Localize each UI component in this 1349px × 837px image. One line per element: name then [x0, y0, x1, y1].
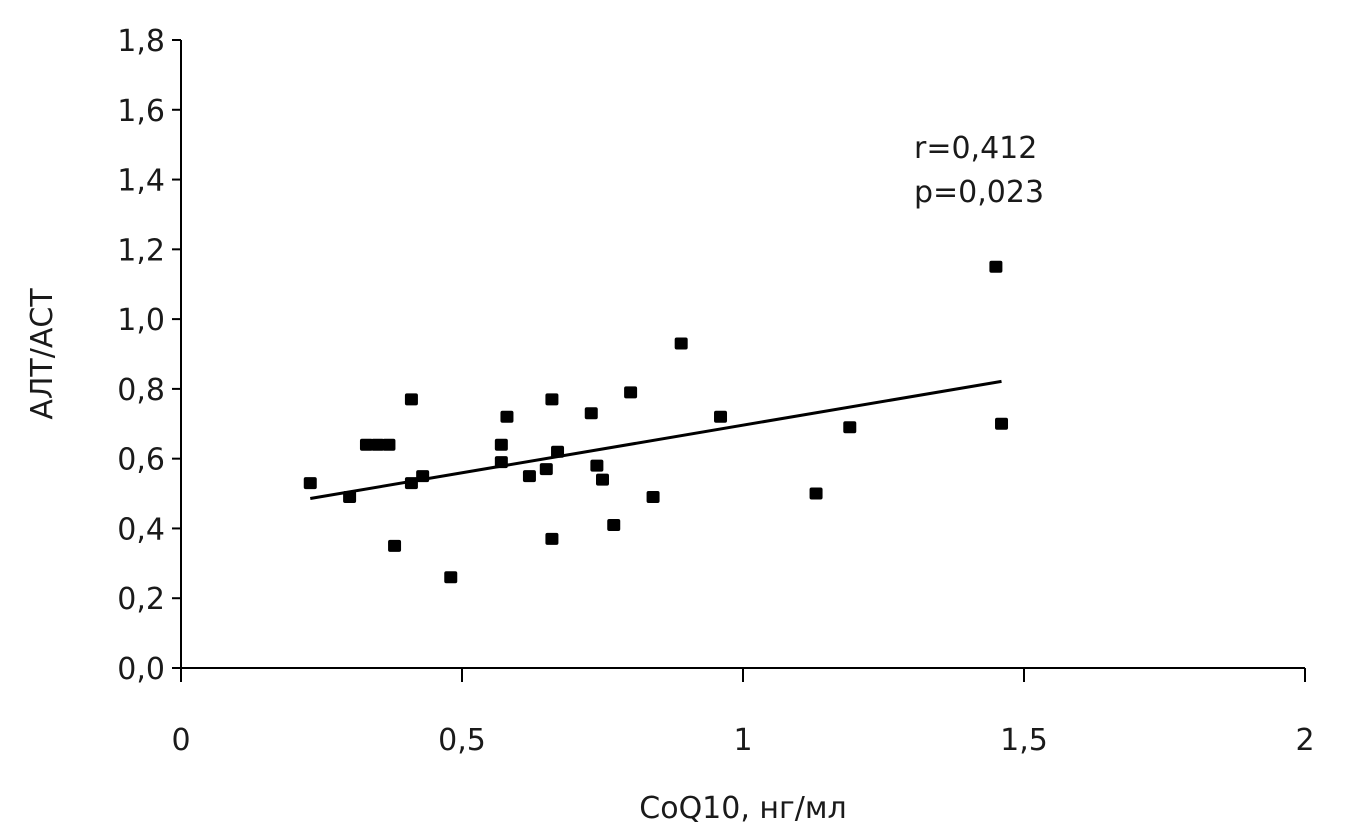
y-tick-label: 0,2: [117, 582, 165, 617]
x-tick-label: 2: [1295, 723, 1314, 758]
data-point: [607, 518, 621, 531]
annotation-r: r=0,412: [914, 131, 1037, 166]
y-tick-label: 1,6: [117, 94, 165, 129]
data-point: [539, 463, 553, 476]
ticks: 0,0 0,2 0,4 0,6 0,8 1,0 1,2 1,4 1,6 1,8 0 0,5 1 1,5 2: [117, 24, 1314, 758]
data-point: [551, 445, 565, 458]
data-point: [500, 410, 514, 423]
y-tick-label: 0,6: [117, 443, 165, 478]
data-point: [995, 417, 1009, 430]
data-point: [596, 473, 609, 486]
data-point: [404, 477, 418, 490]
data-point: [303, 477, 317, 490]
data-point: [674, 337, 688, 350]
x-axis-title: CoQ10, нг/мл: [639, 791, 846, 826]
x-tick-label: 1: [733, 723, 752, 758]
data-point: [416, 470, 430, 483]
data-point: [714, 410, 728, 423]
y-tick-label: 0,4: [117, 512, 165, 547]
data-point: [359, 438, 373, 451]
data-point: [809, 487, 823, 500]
x-tick-label: 1,5: [1000, 723, 1048, 758]
axes: [180, 40, 1305, 669]
data-point: [646, 491, 660, 504]
data-points: [303, 260, 1009, 584]
y-tick-label: 1,0: [117, 303, 165, 338]
data-point: [989, 260, 1003, 273]
data-point: [494, 456, 508, 469]
y-tick-label: 1,8: [117, 24, 165, 59]
x-tick-label: 0,5: [438, 723, 486, 758]
data-point: [444, 571, 458, 584]
y-tick-label: 0,8: [117, 373, 165, 408]
x-tick-label: 0: [171, 723, 190, 758]
y-tick-label: 1,2: [117, 233, 165, 268]
data-point: [494, 438, 508, 451]
y-axis-title: АЛТ/АСТ: [25, 288, 60, 420]
data-point: [522, 470, 536, 483]
data-point: [382, 438, 396, 451]
data-point: [371, 438, 385, 451]
data-point: [590, 459, 604, 472]
data-point: [343, 491, 357, 504]
data-point: [584, 407, 598, 420]
data-point: [545, 393, 559, 406]
y-tick-label: 0,0: [117, 652, 165, 687]
data-point: [843, 421, 857, 434]
data-point: [545, 532, 559, 545]
data-point: [624, 386, 638, 399]
y-tick-label: 1,4: [117, 164, 165, 199]
annotation-p: p=0,023: [914, 175, 1044, 210]
data-point: [404, 393, 418, 406]
data-point: [388, 539, 402, 552]
